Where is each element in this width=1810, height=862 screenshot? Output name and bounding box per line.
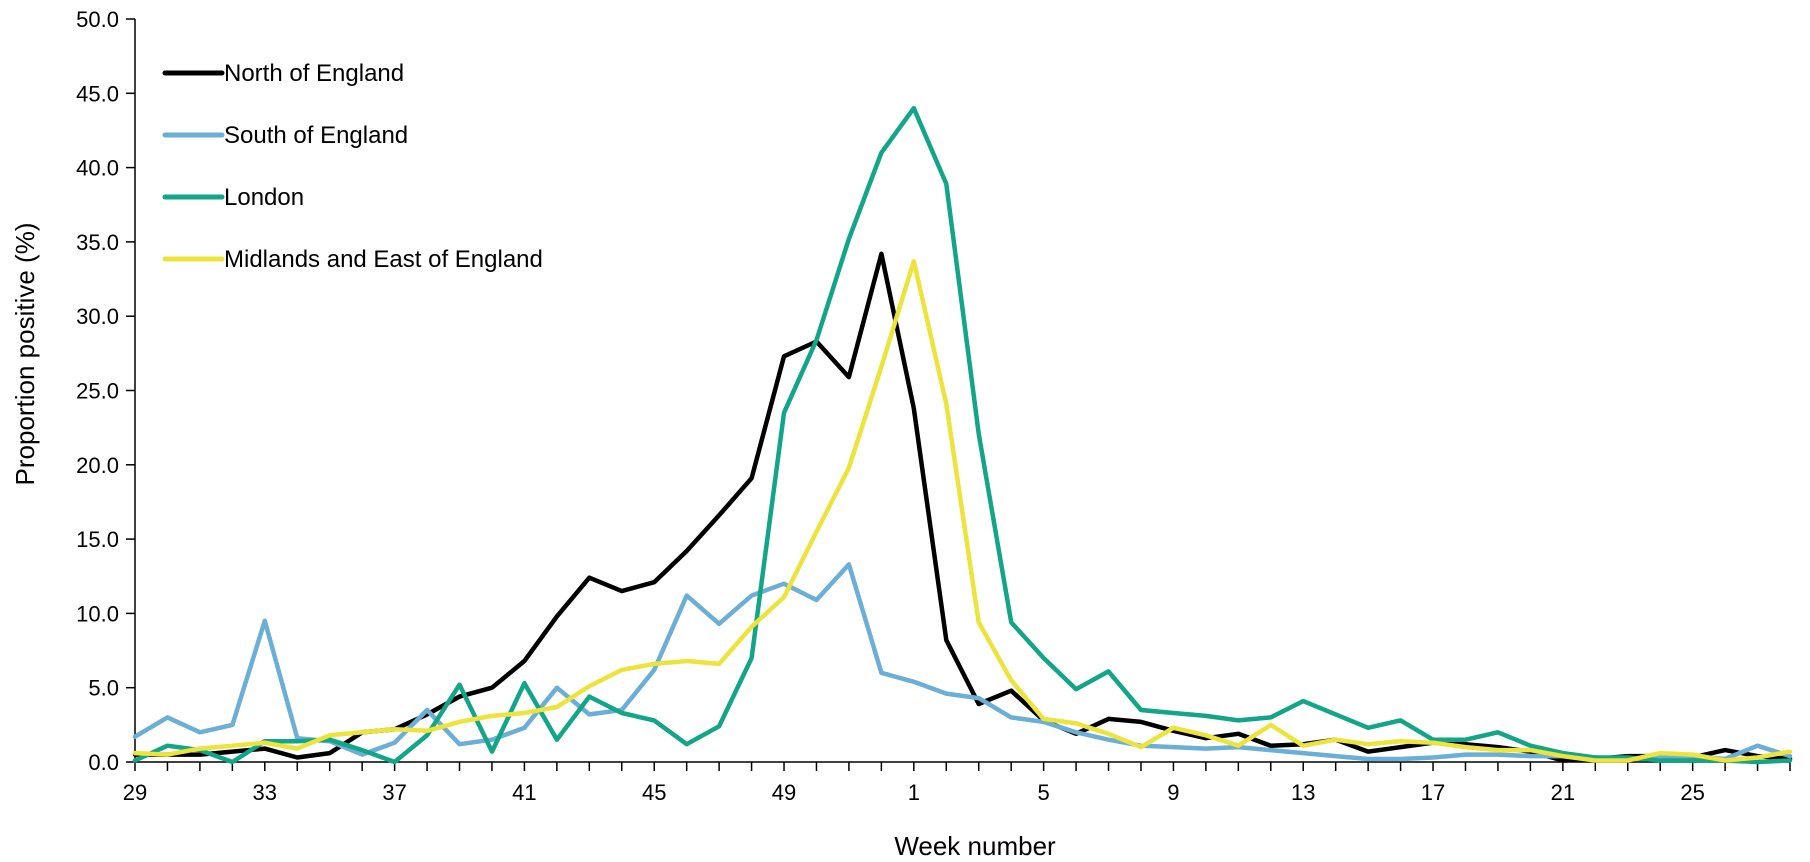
x-tick-label: 9: [1167, 780, 1179, 805]
x-tick-label: 17: [1421, 780, 1445, 805]
x-tick-label: 29: [123, 780, 147, 805]
x-tick-label: 37: [382, 780, 406, 805]
y-tick-label: 0.0: [88, 750, 119, 775]
x-tick-label: 49: [772, 780, 796, 805]
y-tick-label: 5.0: [88, 676, 119, 701]
y-tick-label: 25.0: [76, 379, 119, 404]
series-line-midlands-and-east-of-england: [132, 258, 1793, 763]
y-tick-label: 40.0: [76, 156, 119, 181]
x-tick-label: 1: [908, 780, 920, 805]
legend: North of England South of England London Mi…: [162, 60, 543, 273]
y-tick-label: 20.0: [76, 453, 119, 478]
legend-label-midlands-and-east-of-england: Midlands and East of England: [224, 246, 543, 273]
x-tick-label: 33: [253, 780, 277, 805]
y-tick-label: 35.0: [76, 230, 119, 255]
y-tick-label: 10.0: [76, 601, 119, 626]
y-tick-label: 30.0: [76, 304, 119, 329]
x-axis-ticks: 29 33 37 41 45 49 1 5 9 13 17 21 25: [123, 762, 1791, 805]
legend-label-north-of-england: North of England: [224, 60, 404, 87]
x-tick-label: 13: [1291, 780, 1315, 805]
y-tick-label: 15.0: [76, 527, 119, 552]
legend-label-south-of-england: South of England: [224, 122, 408, 149]
series-line-south-of-england: [132, 562, 1793, 762]
series-lines: [132, 105, 1793, 765]
y-axis-title: Proportion positive (%): [10, 223, 40, 486]
x-tick-label: 5: [1038, 780, 1050, 805]
x-tick-label: 45: [642, 780, 666, 805]
x-tick-label: 25: [1680, 780, 1704, 805]
series-line-london: [132, 105, 1793, 765]
y-axis-ticks: 0.0 5.0 10.0 15.0 20.0 25.0 30.0 35.0 40.0 45.0 50…: [76, 7, 135, 775]
x-tick-label: 21: [1551, 780, 1575, 805]
x-tick-label: 41: [512, 780, 536, 805]
x-axis-title: Week number: [894, 831, 1056, 861]
y-tick-label: 45.0: [76, 81, 119, 106]
y-tick-label: 50.0: [76, 7, 119, 32]
legend-label-london: London: [224, 184, 304, 211]
